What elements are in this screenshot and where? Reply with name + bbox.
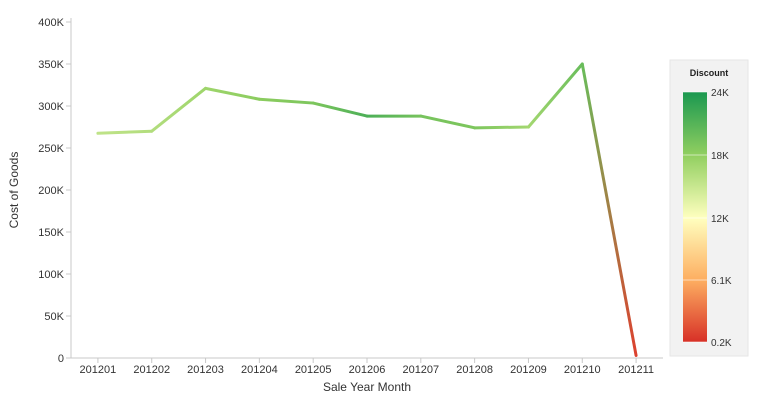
line-segment [580,62,638,357]
line-segment [526,62,584,129]
y-tick-label: 150K [38,227,64,239]
x-tick-label: 201202 [133,364,170,376]
y-tick-label: 400K [38,17,64,29]
y-axis-title: Cost of Goods [7,152,21,229]
y-tick-label: 250K [38,143,64,155]
x-tick-label: 201204 [241,364,278,376]
x-axis-title: Sale Year Month [323,380,411,394]
legend-gradient-bar [683,92,707,342]
legend-ticks: 24K 18K 12K 6.1K 0.2K [683,88,732,349]
y-tick-label: 350K [38,59,64,71]
x-tick-label: 201209 [510,364,547,376]
line-segment [311,101,369,118]
x-tick-label: 201201 [80,364,117,376]
legend-tick-label: 6.1K [711,276,732,287]
line-segment [150,86,208,133]
y-tick-label: 50K [44,311,64,323]
legend-tick-label: 12K [711,214,729,225]
line-segment [257,97,315,105]
x-tick-label: 201210 [564,364,601,376]
line-segment [473,125,530,130]
x-tick-label: 201206 [349,364,386,376]
x-tick-label: 201211 [618,364,654,376]
x-tick-label: 201207 [402,364,439,376]
legend-background [669,59,749,357]
line-segment [204,86,261,101]
x-tick-label: 201203 [187,364,224,376]
line-segment [96,129,154,135]
line-segment [419,114,477,130]
y-tick-label: 200K [38,185,64,197]
x-axis: 201201 201202 201203 201204 201205 201206 2012… [71,357,663,376]
x-tick-label: 201208 [456,364,493,376]
legend-tick-label: 0.2K [711,338,732,349]
y-tick-label: 300K [38,101,64,113]
y-axis: 0 50K 100K 150K 200K 250K 300K 350K 400K [38,17,72,365]
x-tick-label: 201205 [295,364,332,376]
legend-tick-label: 24K [711,88,729,99]
legend-tick-label: 18K [711,151,729,162]
color-legend: Discount 24K 18K 12K 6.1K 0.2K [669,59,749,357]
y-tick-label: 0 [58,353,64,365]
y-tick-label: 100K [38,269,64,281]
legend-title: Discount [690,68,729,78]
line-series [96,62,638,357]
